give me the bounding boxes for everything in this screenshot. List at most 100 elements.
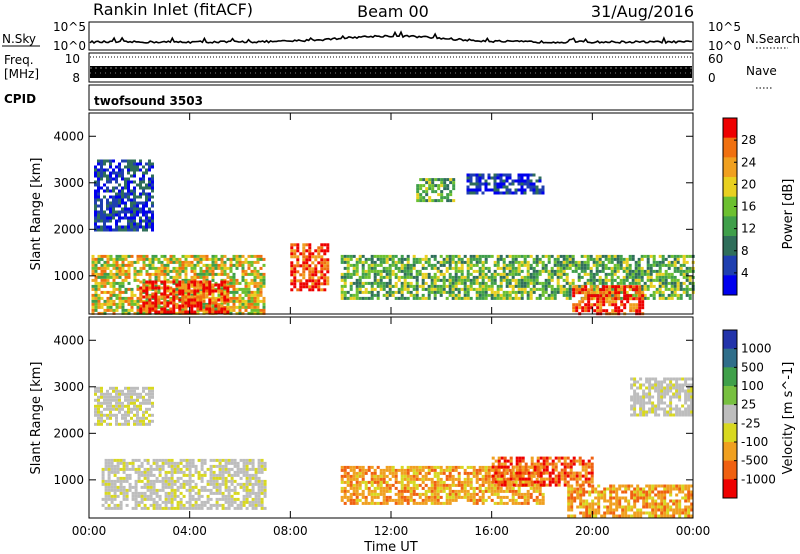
data-cell	[599, 297, 603, 301]
data-cell	[119, 467, 123, 471]
data-cell	[445, 474, 449, 478]
data-cell	[523, 257, 527, 261]
data-cell	[532, 486, 536, 490]
data-cell	[94, 308, 98, 312]
freq-label-1: Freq.	[4, 53, 34, 67]
data-cell	[652, 293, 656, 297]
data-cell	[619, 281, 623, 285]
data-cell	[661, 263, 665, 267]
data-cell	[603, 499, 607, 503]
data-cell	[568, 260, 572, 264]
data-cell	[152, 491, 156, 495]
data-cell	[638, 285, 642, 289]
data-cell	[116, 485, 120, 489]
data-cell	[133, 165, 136, 169]
data-cell	[448, 495, 452, 499]
data-cell	[151, 228, 154, 232]
data-cell	[515, 456, 519, 460]
data-cell	[124, 278, 128, 282]
data-cell	[521, 474, 525, 478]
data-cell	[238, 287, 242, 291]
data-cell	[445, 260, 449, 264]
data-cell	[570, 505, 574, 509]
data-cell	[508, 293, 512, 297]
data-cell	[388, 471, 392, 475]
data-cell	[529, 275, 533, 279]
data-cell	[235, 296, 239, 300]
data-cell	[517, 492, 521, 496]
data-cell	[97, 171, 100, 175]
data-cell	[409, 498, 413, 502]
data-cell	[588, 484, 592, 488]
data-cell	[539, 483, 543, 487]
data-cell	[130, 260, 134, 264]
data-cell	[585, 508, 589, 512]
data-cell	[493, 275, 497, 279]
data-cell	[515, 462, 519, 466]
data-cell	[115, 177, 118, 181]
data-cell	[572, 474, 576, 478]
data-cell	[104, 467, 108, 471]
data-cell	[613, 266, 617, 270]
data-cell	[619, 260, 623, 264]
data-cell	[563, 468, 567, 472]
data-cell	[317, 285, 321, 289]
data-cell	[139, 180, 142, 184]
data-cell	[115, 260, 119, 264]
data-cell	[161, 485, 165, 489]
data-cell	[167, 482, 171, 486]
data-cell	[127, 171, 130, 175]
data-cell	[532, 182, 536, 186]
data-cell	[448, 272, 452, 276]
data-cell	[361, 281, 365, 285]
data-cell	[355, 471, 359, 475]
data-cell	[358, 492, 362, 496]
data-cell	[172, 269, 176, 273]
data-cell	[496, 287, 500, 291]
data-cell	[172, 310, 176, 314]
data-cell	[557, 456, 561, 460]
data-cell	[550, 287, 554, 291]
data-cell	[553, 287, 557, 291]
data-cell	[587, 459, 591, 463]
data-cell	[484, 465, 488, 469]
data-cell	[670, 254, 674, 258]
data-cell	[409, 465, 413, 469]
data-cell	[517, 269, 521, 273]
data-cell	[122, 470, 126, 474]
data-cell	[580, 269, 584, 273]
data-cell	[418, 477, 422, 481]
data-cell	[166, 295, 170, 299]
data-cell	[452, 184, 456, 188]
data-cell	[601, 281, 605, 285]
data-cell	[445, 257, 449, 261]
data-cell	[448, 486, 452, 490]
data-cell	[379, 257, 383, 261]
data-cell	[155, 464, 159, 468]
data-cell	[655, 278, 659, 282]
data-cell	[424, 257, 428, 261]
data-cell	[661, 260, 665, 264]
data-cell	[242, 473, 246, 477]
data-cell	[235, 257, 239, 261]
data-cell	[148, 266, 152, 270]
data-cell	[203, 500, 207, 504]
data-cell	[113, 467, 117, 471]
data-cell	[199, 298, 203, 302]
data-cell	[581, 462, 585, 466]
data-cell	[457, 278, 461, 282]
data-cell	[232, 308, 236, 312]
data-cell	[685, 278, 689, 282]
data-cell	[511, 290, 515, 294]
data-cell	[256, 281, 260, 285]
data-cell	[484, 272, 488, 276]
data-cell	[142, 281, 146, 285]
data-cell	[469, 287, 473, 291]
data-cell	[229, 275, 233, 279]
data-cell	[590, 294, 594, 298]
data-cell	[562, 257, 566, 261]
data-cell	[94, 278, 98, 282]
data-cell	[173, 491, 177, 495]
data-cell	[182, 485, 186, 489]
data-cell	[235, 281, 239, 285]
